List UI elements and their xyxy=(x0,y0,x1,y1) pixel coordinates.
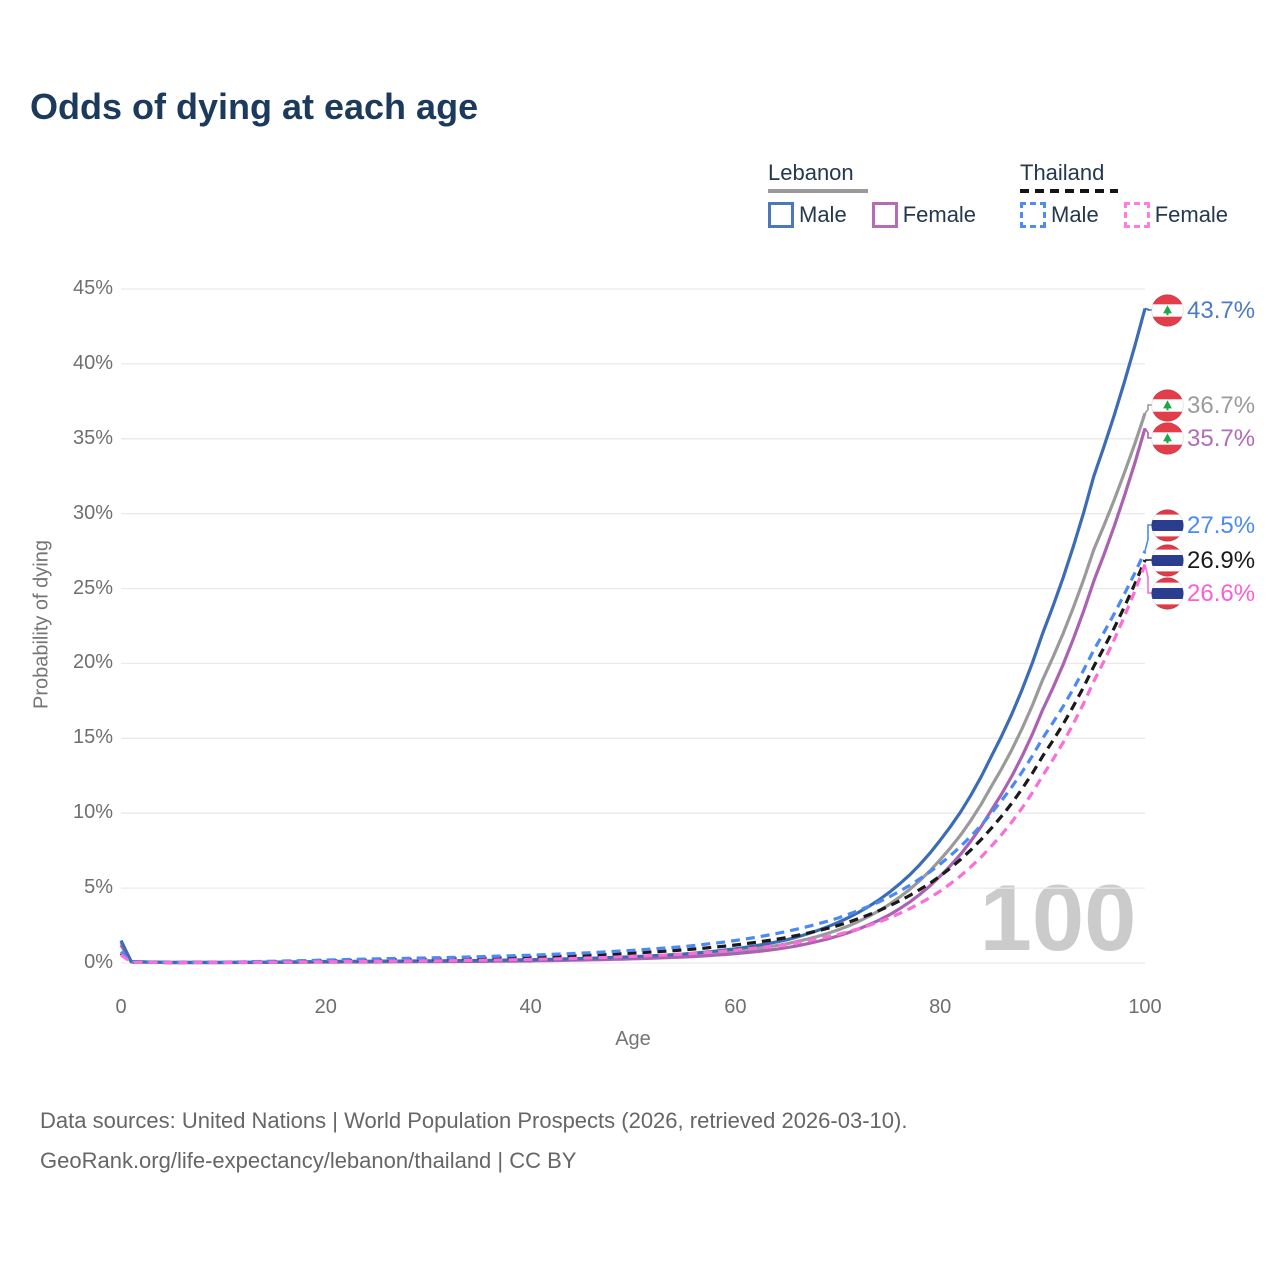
end-value-label-thailand-both-sexes: 26.9% xyxy=(1187,547,1256,574)
thailand-flag xyxy=(1151,544,1184,577)
thailand-flag xyxy=(1151,577,1184,610)
lebanon-flag-icon xyxy=(1151,389,1184,422)
legend-item-label: Male xyxy=(1051,202,1099,227)
legend-group-thailand: Thailand Male Female xyxy=(1020,160,1228,228)
series-line-thailand-both-sexes xyxy=(119,559,1147,965)
series-line-thailand-female xyxy=(120,564,1147,965)
legend-item-label: Female xyxy=(902,202,977,227)
lebanon-flag xyxy=(1151,294,1184,327)
x-tick-20: 20 xyxy=(314,996,337,1018)
connector-36.7% xyxy=(1144,404,1153,414)
page-title: Odds of dying at each age xyxy=(30,86,479,127)
x-tick-60: 60 xyxy=(724,996,747,1018)
y-axis-title: Probability of dying xyxy=(30,540,53,709)
y-tick-35%: 35% xyxy=(72,426,113,449)
y-tick-20%: 20% xyxy=(72,651,113,674)
connector-43.7% xyxy=(1144,307,1153,311)
y-tick-30%: 30% xyxy=(72,501,113,524)
x-tick-0: 0 xyxy=(115,996,127,1018)
x-tick-100: 100 xyxy=(1128,996,1162,1018)
thailand-flag-icon xyxy=(1151,544,1184,577)
legend-item-thailand-male[interactable]: Male xyxy=(1020,202,1099,228)
connector-35.7% xyxy=(1144,427,1153,439)
lebanon-flag xyxy=(1151,389,1184,422)
lebanon-flag-icon xyxy=(1151,294,1184,327)
series-line-thailand-male xyxy=(119,550,1147,965)
x-tick-80: 80 xyxy=(929,996,952,1018)
end-value-label-lebanon-female: 35.7% xyxy=(1187,425,1256,452)
legend-country-label: Thailand xyxy=(1020,160,1105,185)
connector-26.6% xyxy=(1144,564,1153,594)
thailand-line-style-sample xyxy=(1020,189,1118,193)
thailand-female-swatch-icon xyxy=(1123,202,1150,228)
end-value-label-lebanon-both-sexes: 36.7% xyxy=(1187,392,1256,419)
legend-country-thailand[interactable]: Thailand xyxy=(1020,160,1228,193)
y-tick-0%: 0% xyxy=(84,951,113,973)
end-value-label-thailand-male: 27.5% xyxy=(1187,512,1256,539)
legend-item-lebanon-female[interactable]: Female xyxy=(871,202,977,228)
age-counter-watermark: 100 xyxy=(980,865,1137,970)
y-tick-25%: 25% xyxy=(72,576,113,599)
footer-data-sources: Data sources: United Nations | World Pop… xyxy=(40,1108,908,1133)
legend-item-lebanon-male[interactable]: Male xyxy=(768,202,847,228)
x-axis-title: Age xyxy=(615,1028,651,1050)
connector-27.5% xyxy=(1144,524,1153,552)
end-value-label-thailand-female: 26.6% xyxy=(1187,580,1256,607)
legend-country-label: Lebanon xyxy=(768,160,854,185)
lebanon-line-style-sample xyxy=(768,189,868,193)
thailand-flag-icon xyxy=(1151,509,1184,542)
legend-item-label: Female xyxy=(1154,202,1229,227)
legend-country-lebanon[interactable]: Lebanon xyxy=(768,160,976,193)
legend-item-label: Male xyxy=(799,202,847,227)
thailand-flag xyxy=(1151,509,1184,542)
lebanon-flag-icon xyxy=(1151,422,1184,455)
y-tick-10%: 10% xyxy=(72,801,113,824)
x-tick-40: 40 xyxy=(519,996,542,1018)
y-tick-40%: 40% xyxy=(72,351,113,374)
lebanon-male-swatch-icon xyxy=(768,202,794,228)
y-tick-15%: 15% xyxy=(72,726,113,749)
thailand-male-swatch-icon xyxy=(1020,202,1046,228)
legend-item-thailand-female[interactable]: Female xyxy=(1123,202,1229,228)
lebanon-female-swatch-icon xyxy=(871,202,898,228)
thailand-flag-icon xyxy=(1151,577,1184,610)
lebanon-flag xyxy=(1151,422,1184,455)
series-lines xyxy=(119,308,1147,965)
y-tick-45%: 45% xyxy=(72,277,113,299)
legend-group-lebanon: Lebanon Male Female xyxy=(768,160,976,228)
gridlines xyxy=(121,288,1145,964)
end-value-label-lebanon-male: 43.7% xyxy=(1187,297,1256,324)
label-connector-lines xyxy=(1144,307,1153,594)
y-tick-5%: 5% xyxy=(84,876,113,899)
footer-attribution-link: GeoRank.org/life-expectancy/lebanon/thai… xyxy=(40,1148,577,1173)
